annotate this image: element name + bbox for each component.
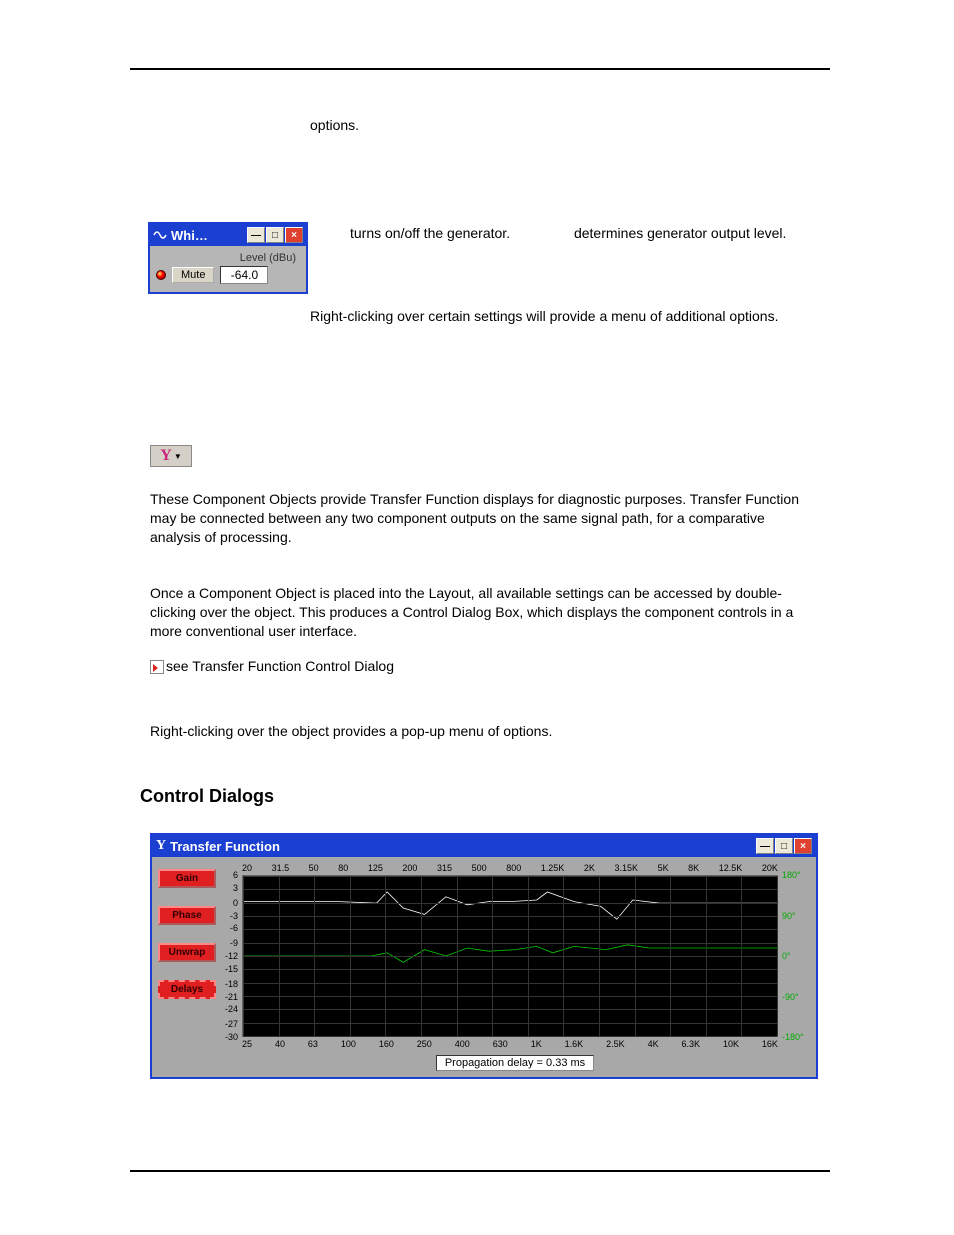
y-tick-left: 6 bbox=[233, 870, 238, 880]
tf-body: Gain Phase Unwrap Delays 2031.5508012520… bbox=[152, 857, 816, 1077]
x-tick-top: 315 bbox=[437, 863, 452, 873]
x-tick-bottom: 2.5K bbox=[606, 1039, 625, 1049]
x-tick-bottom: 400 bbox=[455, 1039, 470, 1049]
y-tick-left: -30 bbox=[225, 1032, 238, 1042]
white-noise-dialog: Whi… — □ × Level (dBu) Mute -64.0 bbox=[148, 222, 308, 294]
section-title: Control Dialogs bbox=[140, 786, 274, 807]
x-tick-bottom: 100 bbox=[341, 1039, 356, 1049]
mute-description-line: turns on/off the generator. determines g… bbox=[310, 224, 820, 243]
x-tick-top: 80 bbox=[338, 863, 348, 873]
x-tick-bottom: 1K bbox=[531, 1039, 542, 1049]
bottom-rule bbox=[130, 1170, 830, 1172]
x-tick-bottom: 16K bbox=[762, 1039, 778, 1049]
close-button[interactable]: × bbox=[285, 227, 303, 243]
x-tick-top: 125 bbox=[368, 863, 383, 873]
y-tick-left: -3 bbox=[230, 911, 238, 921]
link-arrow-icon bbox=[150, 660, 164, 674]
tf-description-2: Once a Component Object is placed into t… bbox=[150, 584, 810, 641]
y-tick-left: 0 bbox=[233, 898, 238, 908]
x-tick-top: 1.25K bbox=[541, 863, 565, 873]
y-tick-left: -24 bbox=[225, 1004, 238, 1014]
right-click-description: Right-clicking over certain settings wil… bbox=[310, 307, 820, 326]
tf-title-icon: Y bbox=[156, 838, 166, 854]
x-tick-top: 2K bbox=[584, 863, 595, 873]
tf-xaxis-bottom: 25 40 63 100 160 250 400 630 1K 1.6K 2.5K 4K 6.3K 10K… bbox=[242, 1039, 778, 1049]
x-tick-top: 31.5 bbox=[272, 863, 290, 873]
y-tick-left: -21 bbox=[225, 992, 238, 1002]
maximize-button[interactable]: □ bbox=[266, 227, 284, 243]
tf-minimize-button[interactable]: — bbox=[756, 838, 774, 854]
chevron-down-icon: ▼ bbox=[174, 452, 182, 461]
y-tick-left: -9 bbox=[230, 938, 238, 948]
mute-button[interactable]: Mute bbox=[172, 267, 214, 283]
y-tick-left: -18 bbox=[225, 979, 238, 989]
y-tick-right: 0° bbox=[782, 951, 791, 961]
tf-link-text[interactable]: see Transfer Function Control Dialog bbox=[166, 658, 394, 674]
x-tick-bottom: 630 bbox=[493, 1039, 508, 1049]
mute-led-icon bbox=[156, 270, 166, 280]
y-tick-right: -90° bbox=[782, 992, 799, 1002]
x-tick-bottom: 1.6K bbox=[565, 1039, 584, 1049]
x-tick-bottom: 6.3K bbox=[682, 1039, 701, 1049]
level-label: Level (dBu) bbox=[156, 252, 300, 264]
tf-close-button[interactable]: × bbox=[794, 838, 812, 854]
tf-footer: Propagation delay = 0.33 ms bbox=[220, 1053, 810, 1071]
transfer-function-toolbar-icon[interactable]: Y ▼ bbox=[150, 445, 192, 467]
top-rule bbox=[130, 68, 830, 70]
phase-curve bbox=[243, 945, 777, 963]
x-tick-bottom: 4K bbox=[648, 1039, 659, 1049]
y-tick-right: 180° bbox=[782, 870, 801, 880]
tf-description-1: These Component Objects provide Transfer… bbox=[150, 490, 810, 547]
tf-titlebar[interactable]: Y Transfer Function — □ × bbox=[152, 835, 816, 857]
whi-title: Whi… bbox=[171, 228, 246, 243]
whi-body: Level (dBu) Mute -64.0 bbox=[150, 246, 306, 292]
x-tick-top: 200 bbox=[402, 863, 417, 873]
y-tick-left: -15 bbox=[225, 964, 238, 974]
x-tick-top: 20K bbox=[762, 863, 778, 873]
delays-button[interactable]: Delays bbox=[158, 980, 216, 999]
x-tick-bottom: 250 bbox=[417, 1039, 432, 1049]
y-tick-right: 90° bbox=[782, 911, 796, 921]
whi-titlebar[interactable]: Whi… — □ × bbox=[150, 224, 306, 246]
tf-plot[interactable] bbox=[242, 875, 778, 1037]
tf-yaxis-left: 630-3-6-9-12-15-18-21-24-27-30 bbox=[220, 875, 240, 1037]
tf-plot-area: 20 31.5 50 80 125 200 315 500 800 1.25K 2K 3.15K 5K 8… bbox=[220, 863, 810, 1071]
sine-icon bbox=[153, 228, 167, 242]
x-tick-top: 8K bbox=[688, 863, 699, 873]
transfer-function-dialog: Y Transfer Function — □ × Gain Phase Unw… bbox=[150, 833, 818, 1079]
tf-maximize-button[interactable]: □ bbox=[775, 838, 793, 854]
tf-xaxis-top: 20 31.5 50 80 125 200 315 500 800 1.25K 2K 3.15K 5K 8… bbox=[242, 863, 778, 873]
x-tick-bottom: 40 bbox=[275, 1039, 285, 1049]
y-tick-left: -12 bbox=[225, 951, 238, 961]
unwrap-button[interactable]: Unwrap bbox=[158, 943, 216, 962]
tf-yaxis-right: 180°90°0°-90°-180° bbox=[780, 875, 810, 1037]
y-tick-left: -6 bbox=[230, 923, 238, 933]
phase-button[interactable]: Phase bbox=[158, 906, 216, 925]
x-tick-top: 3.15K bbox=[614, 863, 638, 873]
x-tick-top: 50 bbox=[309, 863, 319, 873]
x-tick-top: 12.5K bbox=[719, 863, 743, 873]
propagation-delay-box: Propagation delay = 0.33 ms bbox=[436, 1055, 594, 1071]
x-tick-bottom: 63 bbox=[308, 1039, 318, 1049]
x-tick-top: 5K bbox=[658, 863, 669, 873]
level-value[interactable]: -64.0 bbox=[220, 266, 268, 284]
x-tick-top: 500 bbox=[472, 863, 487, 873]
minimize-button[interactable]: — bbox=[247, 227, 265, 243]
tf-link-row: see Transfer Function Control Dialog bbox=[150, 658, 810, 674]
x-tick-top: 800 bbox=[506, 863, 521, 873]
y-glyph-icon: Y bbox=[160, 447, 172, 465]
tf-description-3: Right-clicking over the object provides … bbox=[150, 722, 810, 741]
x-tick-bottom: 25 bbox=[242, 1039, 252, 1049]
y-tick-left: -27 bbox=[225, 1019, 238, 1029]
tf-title: Transfer Function bbox=[170, 839, 755, 854]
y-tick-right: -180° bbox=[782, 1032, 804, 1042]
tf-button-column: Gain Phase Unwrap Delays bbox=[158, 863, 216, 1071]
x-tick-bottom: 160 bbox=[379, 1039, 394, 1049]
y-tick-left: 3 bbox=[233, 883, 238, 893]
options-continuation: options. bbox=[310, 116, 359, 135]
gain-button[interactable]: Gain bbox=[158, 869, 216, 888]
x-tick-top: 20 bbox=[242, 863, 252, 873]
x-tick-bottom: 10K bbox=[723, 1039, 739, 1049]
